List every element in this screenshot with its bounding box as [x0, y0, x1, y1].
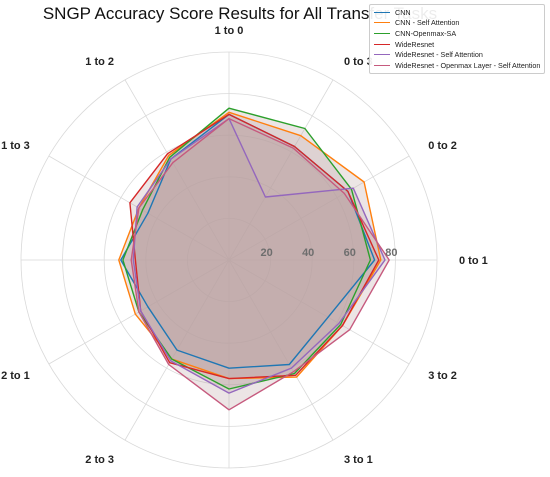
legend-item: WideResnet - Openmax Layer - Self Attent… — [374, 60, 540, 71]
radial-tick-label: 40 — [302, 247, 314, 259]
legend-label: WideResnet — [395, 39, 435, 49]
legend-label: WideResnet - Self Attention — [395, 50, 483, 60]
legend: CNN CNN - Self Attention CNN-Openmax-SA Wid… — [369, 4, 545, 74]
series-line — [118, 111, 382, 380]
grid-spoke — [228, 155, 410, 261]
radar-series — [118, 107, 390, 411]
legend-label: WideResnet - Openmax Layer - Self Attent… — [395, 60, 541, 70]
legend-swatch — [374, 11, 390, 13]
category-label: 2 to 3 — [85, 454, 114, 466]
legend-swatch — [374, 43, 390, 45]
category-label: 3 to 1 — [344, 454, 373, 466]
radial-tick-label: 60 — [344, 247, 356, 259]
category-label: 1 to 0 — [215, 25, 244, 37]
legend-label: CNN - Self Attention — [395, 18, 460, 28]
series-line — [130, 117, 390, 411]
series-fill — [120, 114, 375, 369]
legend-swatch — [374, 54, 390, 56]
category-label: 0 to 3 — [344, 56, 373, 68]
category-label: 1 to 3 — [1, 140, 30, 152]
category-label: 1 to 2 — [85, 56, 114, 68]
series-fill — [129, 114, 379, 379]
series-line — [129, 113, 380, 380]
legend-item: WideResnet - Self Attention — [374, 49, 540, 60]
category-label: 3 to 2 — [428, 370, 457, 382]
legend-swatch — [374, 22, 390, 24]
radial-tick-label: 20 — [260, 247, 272, 259]
category-label: 0 to 2 — [428, 140, 457, 152]
series-fill — [122, 108, 371, 389]
legend-item: WideResnet — [374, 39, 540, 50]
legend-item: CNN — [374, 7, 540, 18]
radial-tick-label: 80 — [385, 247, 397, 259]
category-label: 0 to 1 — [459, 255, 488, 267]
radar-labels: 20 40 60 80 0 to 1 0 to 2 0 to 3 1 to 0 1 to 2 1 … — [1, 25, 488, 466]
grid-spoke — [124, 79, 230, 261]
legend-swatch — [374, 32, 390, 34]
legend-label: CNN-Openmax-SA — [395, 28, 457, 38]
chart-title: SNGP Accuracy Score Results for All Tran… — [42, 4, 438, 23]
series-line — [132, 117, 386, 394]
legend-label: CNN — [395, 7, 411, 17]
legend-item: CNN - Self Attention — [374, 18, 540, 29]
legend-swatch — [374, 64, 390, 66]
series-line — [122, 107, 372, 390]
grid-spoke — [228, 79, 334, 261]
legend-item: CNN-Openmax-SA — [374, 28, 540, 39]
grid-spoke — [228, 259, 334, 441]
grid-spoke — [228, 259, 410, 365]
series-fill — [118, 112, 381, 379]
category-label: 2 to 1 — [1, 370, 30, 382]
